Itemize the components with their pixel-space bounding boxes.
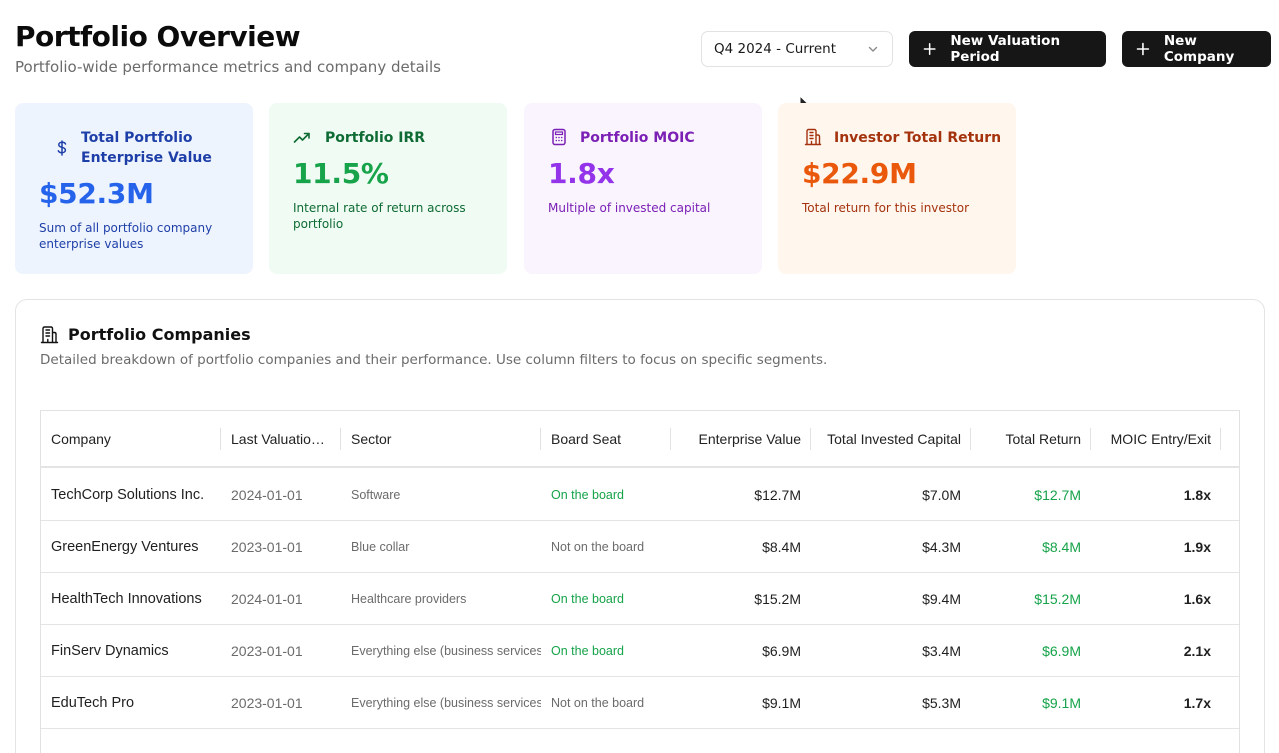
irr-description: Internal rate of return across portfolio (293, 201, 466, 231)
sector: Software (351, 488, 401, 502)
table-row[interactable]: TechCorp Solutions Inc. 2024-01-01 Softw… (41, 469, 1239, 521)
enterprise-value: $8.4M (762, 539, 801, 555)
invested-capital: $3.4M (922, 643, 961, 659)
new-valuation-period-label: New Valuation Period (950, 33, 1061, 65)
valuation-date: 2023-01-01 (231, 695, 303, 711)
new-company-button[interactable]: New Company (1122, 31, 1271, 67)
column-header-company[interactable]: Company (41, 411, 221, 466)
column-header-board-seat[interactable]: Board Seat (541, 411, 671, 466)
irr-card: Portfolio IRR 11.5% Internal rate of ret… (269, 103, 507, 274)
column-header-enterprise-value[interactable]: Enterprise Value (671, 411, 811, 466)
board-seat: Not on the board (551, 540, 645, 554)
invested-capital: $9.4M (922, 591, 961, 607)
enterprise-value: $12.7M (754, 487, 801, 503)
sector: Everything else (business services) (351, 696, 541, 710)
page-title: Portfolio Overview (15, 20, 301, 53)
table-row[interactable]: GreenEnergy Ventures 2023-01-01 Blue col… (41, 521, 1239, 573)
portfolio-companies-description: Detailed breakdown of portfolio companie… (40, 352, 828, 368)
dollar-icon (57, 140, 67, 156)
company-name: GreenEnergy Ventures (51, 539, 199, 555)
new-valuation-period-button[interactable]: New Valuation Period (909, 31, 1106, 67)
enterprise-value-label: Total Portfolio Enterprise Value (81, 130, 212, 166)
plus-icon (1136, 42, 1150, 56)
enterprise-value-value: $52.3M (39, 177, 154, 210)
invested-capital: $5.3M (922, 695, 961, 711)
investor-return-value: $22.9M (802, 157, 917, 190)
board-seat: On the board (551, 644, 624, 658)
enterprise-value: $9.1M (762, 695, 801, 711)
total-return: $6.9M (1042, 643, 1081, 659)
enterprise-value: $15.2M (754, 591, 801, 607)
investor-return-description: Total return for this investor (802, 201, 970, 215)
total-return: $8.4M (1042, 539, 1081, 555)
irr-label: Portfolio IRR (325, 130, 426, 146)
column-header-sector[interactable]: Sector (341, 411, 541, 466)
company-name: FinServ Dynamics (51, 643, 169, 659)
table-row[interactable]: FinServ Dynamics 2023-01-01 Everything e… (41, 625, 1239, 677)
board-seat: On the board (551, 592, 624, 606)
trending-up-icon (293, 132, 310, 143)
sector: Blue collar (351, 540, 410, 554)
new-company-label: New Company (1163, 33, 1235, 65)
sector: Everything else (business services) (351, 644, 541, 658)
table-row[interactable]: HealthTech Innovations 2024-01-01 Health… (41, 573, 1239, 625)
column-header-total-invested-capital[interactable]: Total Invested Capital (811, 411, 971, 466)
period-select[interactable]: Q4 2024 - Current (701, 31, 893, 67)
column-header-total-return[interactable]: Total Return (971, 411, 1091, 466)
building-icon (804, 128, 822, 146)
total-return: $9.1M (1042, 695, 1081, 711)
calculator-icon (552, 128, 566, 146)
portfolio-companies-title: Portfolio Companies (68, 325, 251, 344)
plus-icon (923, 43, 936, 55)
column-header-moic[interactable]: MOIC Entry/Exit (1091, 411, 1221, 466)
invested-capital: $4.3M (922, 539, 961, 555)
moic: 1.7x (1183, 695, 1211, 711)
valuation-date: 2024-01-01 (231, 591, 303, 607)
total-return: $15.2M (1034, 591, 1081, 607)
building-icon (40, 326, 59, 344)
valuation-date: 2024-01-01 (231, 487, 303, 503)
total-return: $12.7M (1034, 487, 1081, 503)
moic-value: 1.8x (548, 157, 615, 190)
table-header: Company Last Valuation Date Sector Board… (41, 411, 1239, 468)
moic-description: Multiple of invested capital (548, 201, 711, 215)
enterprise-value-description: Sum of all portfolio company enterprise … (39, 221, 213, 251)
enterprise-value: $6.9M (762, 643, 801, 659)
valuation-date: 2023-01-01 (231, 643, 303, 659)
valuation-date: 2023-01-01 (231, 539, 303, 555)
board-seat: Not on the board (551, 696, 645, 710)
moic: 1.6x (1183, 591, 1211, 607)
companies-table: Company Last Valuation Date Sector Board… (40, 410, 1240, 753)
investor-return-label: Investor Total Return (834, 130, 1002, 146)
portfolio-companies-panel: Portfolio Companies Detailed breakdown o… (15, 299, 1265, 753)
moic: 1.9x (1183, 539, 1211, 555)
column-header-last-valuation[interactable]: Last Valuation Date (221, 411, 341, 466)
period-select-value: Q4 2024 - Current (714, 41, 837, 57)
company-name: HealthTech Innovations (51, 591, 202, 607)
page-subtitle: Portfolio-wide performance metrics and c… (15, 58, 441, 76)
moic: 2.1x (1183, 643, 1211, 659)
table-row[interactable]: EduTech Pro 2023-01-01 Everything else (… (41, 677, 1239, 729)
enterprise-value-card: Total Portfolio Enterprise Value $52.3M … (15, 103, 253, 274)
sector: Healthcare providers (351, 592, 467, 606)
moic: 1.8x (1183, 487, 1211, 503)
board-seat: On the board (551, 488, 624, 502)
chevron-down-icon (868, 46, 878, 52)
moic-card: Portfolio MOIC 1.8x Multiple of invested… (524, 103, 762, 274)
moic-label: Portfolio MOIC (580, 130, 695, 146)
investor-return-card: Investor Total Return $22.9M Total retur… (778, 103, 1016, 274)
company-name: EduTech Pro (51, 695, 135, 711)
invested-capital: $7.0M (922, 487, 961, 503)
irr-value: 11.5% (293, 157, 389, 190)
company-name: TechCorp Solutions Inc. (51, 487, 205, 503)
